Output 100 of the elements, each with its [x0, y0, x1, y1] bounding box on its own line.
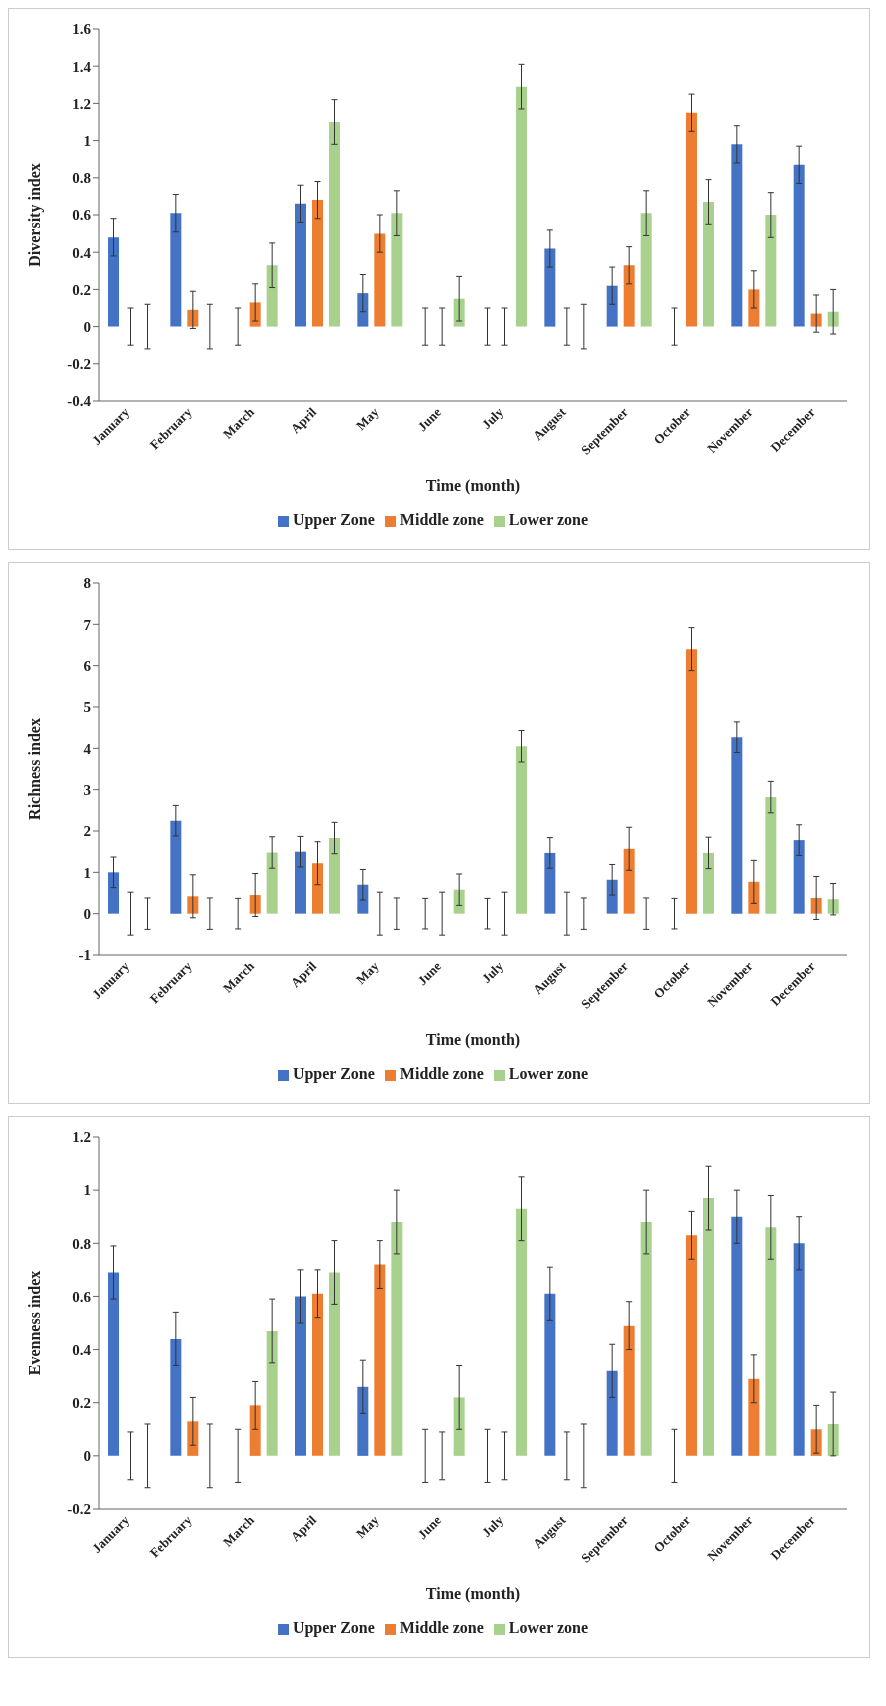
bar — [827, 311, 839, 327]
bar — [731, 144, 743, 327]
bar — [827, 899, 839, 914]
bar — [748, 289, 760, 327]
bar — [295, 203, 306, 327]
y-tick-label: 0.8 — [72, 170, 91, 187]
y-tick-label: 0.8 — [72, 1235, 91, 1252]
y-tick-label: 4 — [83, 740, 92, 757]
legend-label: Lower zone — [508, 1065, 589, 1082]
bar — [623, 265, 635, 327]
y-tick-label: 6 — [83, 657, 92, 674]
bar — [810, 313, 822, 327]
bar — [108, 872, 119, 914]
bar — [357, 884, 369, 914]
legend-label: Upper Zone — [292, 511, 375, 528]
bar — [623, 848, 635, 914]
bar — [170, 1338, 182, 1456]
x-tick-label: May — [353, 1512, 382, 1541]
y-tick-label: 0.6 — [72, 207, 92, 224]
y-tick-label: -0.2 — [67, 356, 91, 373]
y-tick-label: 0 — [83, 905, 91, 922]
bar — [170, 213, 182, 327]
bar — [357, 1386, 369, 1456]
bar — [765, 1227, 777, 1456]
bar — [453, 1397, 465, 1456]
legend-label: Middle zone — [399, 511, 484, 528]
bar — [606, 879, 618, 914]
bar — [108, 237, 119, 327]
bar — [606, 1370, 618, 1456]
y-tick-label: 3 — [83, 781, 91, 798]
y-tick-label: 1.2 — [72, 95, 91, 112]
bar — [516, 1208, 527, 1456]
x-axis-title: Time (month) — [425, 1585, 521, 1603]
bar — [623, 1325, 635, 1456]
bar — [249, 1405, 261, 1456]
bar — [187, 896, 199, 914]
bar — [187, 1421, 199, 1456]
y-tick-label: -1 — [78, 947, 91, 964]
x-tick-label: May — [353, 404, 382, 433]
y-tick-label: 0.2 — [72, 281, 91, 298]
y-tick-label: 1 — [83, 864, 91, 881]
y-tick-label: -0.4 — [67, 393, 92, 410]
y-tick-label: 1 — [83, 1182, 91, 1199]
bar — [312, 1293, 323, 1456]
bar — [765, 797, 777, 914]
bar — [731, 1216, 743, 1456]
legend-label: Middle zone — [399, 1065, 484, 1082]
y-tick-label: 8 — [83, 575, 91, 592]
legend-label: Lower zone — [508, 1619, 589, 1636]
y-tick-label: 7 — [83, 616, 92, 633]
bar — [748, 1378, 760, 1456]
x-axis-title: Time (month) — [425, 1031, 521, 1049]
bar — [391, 213, 403, 327]
y-tick-label: -0.2 — [67, 1501, 91, 1518]
bar — [266, 1330, 278, 1456]
y-tick-label: 1.6 — [72, 21, 92, 38]
bar — [686, 1235, 697, 1456]
x-axis-title: Time (month) — [425, 477, 521, 495]
bar — [731, 737, 743, 914]
bar — [329, 838, 340, 914]
bar — [516, 746, 527, 914]
x-tick-label: July — [478, 1512, 507, 1540]
bar — [686, 112, 697, 327]
bar — [793, 1243, 805, 1456]
y-tick-label: 0 — [83, 1448, 91, 1465]
bar — [357, 293, 369, 327]
bar — [374, 233, 386, 327]
bar — [329, 1272, 340, 1456]
bar — [703, 1198, 714, 1456]
bar — [516, 86, 527, 327]
bar — [374, 1264, 386, 1456]
bar — [748, 881, 760, 914]
bar — [266, 852, 278, 914]
legend-label: Upper Zone — [292, 1065, 375, 1082]
y-tick-label: 5 — [83, 699, 91, 716]
bar — [686, 649, 697, 914]
legend-label: Middle zone — [399, 1619, 484, 1636]
y-tick-label: 0.6 — [72, 1288, 92, 1305]
x-tick-label: July — [478, 958, 507, 986]
bar — [249, 895, 261, 914]
legend-label: Upper Zone — [292, 1619, 375, 1636]
y-tick-label: 1 — [83, 132, 91, 149]
bar — [606, 285, 618, 327]
bar — [793, 164, 805, 327]
bar — [544, 852, 556, 914]
bar — [544, 248, 556, 327]
y-tick-label: 0.4 — [72, 244, 92, 261]
bar — [170, 820, 182, 914]
bar — [640, 1222, 652, 1456]
y-axis-title: Evenness index — [25, 1270, 43, 1376]
bar — [312, 863, 323, 914]
bar — [295, 851, 306, 914]
y-tick-label: 2 — [83, 823, 91, 840]
y-axis-title: Diversity index — [25, 163, 44, 267]
bar — [703, 201, 714, 327]
legend-label: Lower zone — [508, 511, 589, 528]
bar — [810, 897, 822, 914]
y-tick-label: 0.2 — [72, 1395, 91, 1412]
bar — [640, 213, 652, 327]
y-tick-label: 0 — [83, 318, 91, 335]
